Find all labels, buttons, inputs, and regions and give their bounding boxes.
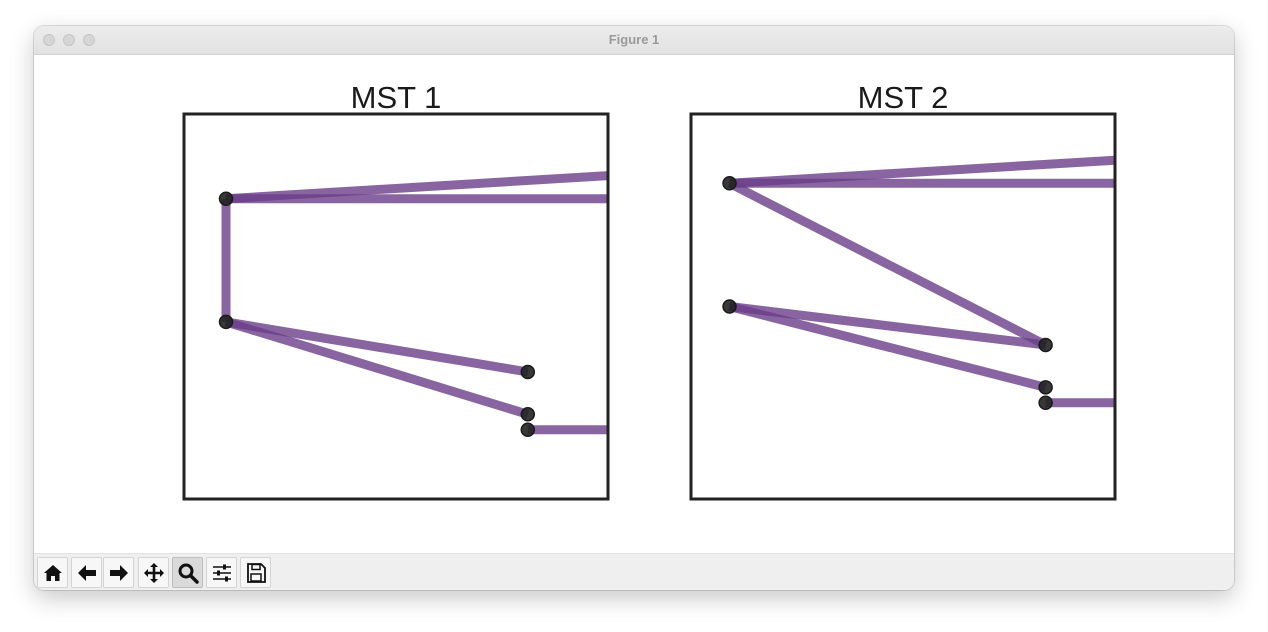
plot-1: MST 1 <box>182 80 610 501</box>
graph-node <box>218 314 234 330</box>
graph-node <box>520 407 536 422</box>
title-bar: Figure 1 <box>34 26 1234 55</box>
navigation-toolbar <box>34 553 1234 590</box>
axes-frame <box>182 112 610 501</box>
plot-title: MST 2 <box>858 80 949 115</box>
home-button[interactable] <box>37 557 68 588</box>
zoom-window-button[interactable] <box>83 34 95 46</box>
pan-button[interactable] <box>138 557 169 588</box>
mst-edge <box>224 317 530 419</box>
save-button[interactable] <box>240 557 271 588</box>
graph-node <box>722 176 737 191</box>
back-button[interactable] <box>71 557 102 588</box>
edges-group <box>727 155 1115 408</box>
arrow-right-icon <box>109 564 128 581</box>
plot-title: MST 1 <box>351 80 442 115</box>
plots-svg: MST 1 MST 2 <box>182 80 1117 501</box>
window-controls <box>43 34 95 46</box>
graph-node <box>1038 337 1053 353</box>
graph-node <box>722 299 737 314</box>
zoom-button[interactable] <box>172 557 203 588</box>
figure-canvas[interactable]: MST 1 MST 2 <box>34 55 1234 553</box>
magnifier-icon <box>178 563 199 584</box>
arrow-left-icon <box>77 564 96 581</box>
move-icon <box>143 562 164 583</box>
edges-group <box>221 171 608 435</box>
graph-node <box>520 422 536 437</box>
mst-edge <box>225 317 529 377</box>
floppy-icon <box>246 562 266 583</box>
graph-node <box>1038 380 1053 395</box>
sliders-icon <box>212 564 231 581</box>
axes-frame <box>689 112 1117 501</box>
figure-window: Figure 1 MST 1 MST 2 <box>34 26 1234 590</box>
minimize-window-button[interactable] <box>63 34 75 46</box>
mst-edge <box>728 302 1047 392</box>
close-window-button[interactable] <box>43 34 55 46</box>
graph-node <box>1038 395 1053 410</box>
home-icon <box>43 564 62 581</box>
graph-node <box>520 364 536 380</box>
window-title: Figure 1 <box>608 32 660 47</box>
plot-2: MST 2 <box>689 80 1117 501</box>
mst-edge <box>729 302 1047 350</box>
forward-button[interactable] <box>103 557 134 588</box>
graph-node <box>218 191 234 206</box>
mst-edge <box>727 179 1048 350</box>
configure-subplots-button[interactable] <box>206 557 237 588</box>
